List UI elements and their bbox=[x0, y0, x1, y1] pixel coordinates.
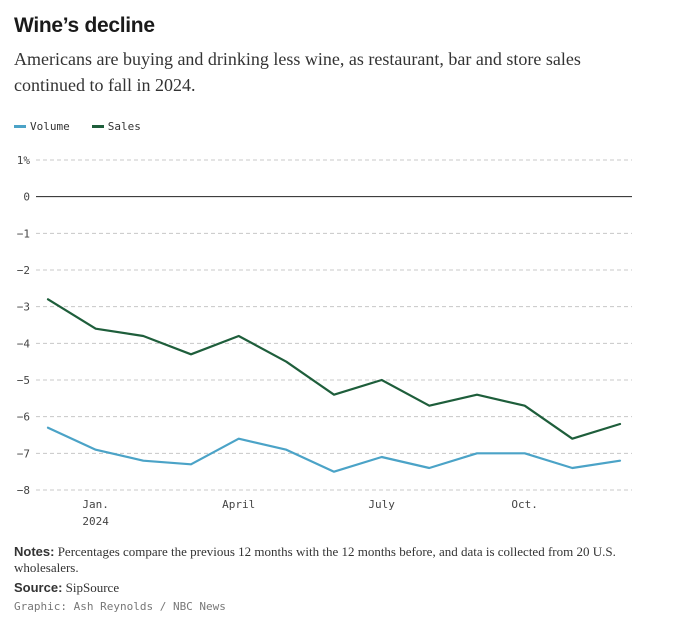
y-tick-label: −7 bbox=[17, 447, 30, 460]
legend-item-volume: Volume bbox=[14, 120, 70, 133]
y-tick-label: −1 bbox=[17, 227, 30, 240]
y-tick-label: −3 bbox=[17, 301, 30, 314]
legend: Volume Sales bbox=[14, 120, 141, 133]
legend-swatch-volume bbox=[14, 125, 26, 128]
y-tick-label: 0 bbox=[23, 191, 30, 204]
y-tick-label: 1% bbox=[17, 154, 31, 167]
line-chart: 1% 0 −1 −2 −3 −4 −5 −6 −7 −8 Jan. 2024 April July Oct. bbox=[17, 154, 632, 528]
chart-subtitle: Americans are buying and drinking less w… bbox=[14, 49, 581, 95]
source: Source: SipSource bbox=[14, 580, 119, 596]
chart-title: Wine’s decline bbox=[14, 14, 155, 37]
y-tick-label: −2 bbox=[17, 264, 30, 277]
series-line-volume bbox=[46, 426, 622, 473]
legend-label-sales: Sales bbox=[107, 120, 141, 133]
legend-item-sales: Sales bbox=[91, 120, 141, 133]
legend-swatch-sales bbox=[91, 125, 104, 128]
x-tick-label: Oct. bbox=[511, 498, 538, 511]
graphic-credit: Graphic: Ash Reynolds / NBC News bbox=[14, 600, 226, 613]
x-tick-sublabel: 2024 bbox=[82, 515, 109, 528]
y-tick-label: −6 bbox=[17, 411, 30, 424]
source-text: SipSource bbox=[62, 580, 120, 595]
x-tick-label: July bbox=[368, 498, 395, 511]
notes-text: Percentages compare the previous 12 mont… bbox=[14, 544, 616, 575]
y-tick-label: −5 bbox=[17, 374, 30, 387]
notes-label: Notes: bbox=[14, 544, 55, 559]
source-label: Source: bbox=[14, 580, 63, 595]
legend-label-volume: Volume bbox=[30, 120, 70, 133]
x-tick-label: Jan. bbox=[82, 498, 109, 511]
y-tick-label: −4 bbox=[17, 337, 31, 350]
series-line-sales bbox=[46, 298, 622, 440]
notes: Notes: Percentages compare the previous … bbox=[14, 544, 654, 576]
x-tick-label: April bbox=[222, 498, 255, 511]
y-tick-label: −8 bbox=[17, 484, 30, 497]
